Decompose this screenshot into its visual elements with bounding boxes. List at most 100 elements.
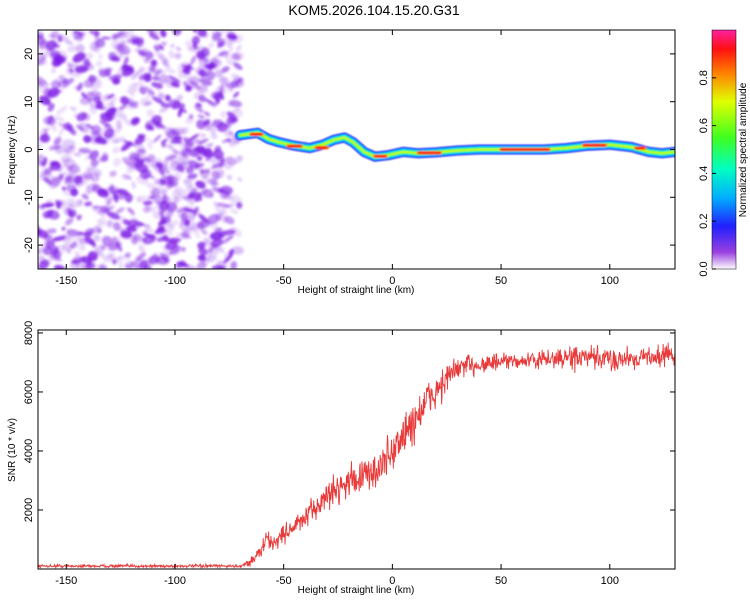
noise-blob [57,33,70,42]
spectrogram-x-tick-label: -150 [55,275,77,287]
noise-blob [197,114,205,119]
noise-blob [188,134,199,142]
noise-blob [220,110,227,119]
noise-blob [124,192,133,203]
noise-blob [167,224,175,232]
noise-blob [198,247,208,256]
noise-blob [153,211,162,219]
noise-blob [38,33,44,40]
noise-blob [104,204,116,214]
noise-blob [50,161,60,166]
noise-blob [117,193,126,200]
noise-blob [208,221,218,228]
noise-blob [123,140,136,147]
noise-blob [155,162,164,169]
noise-blob [72,163,80,170]
noise-blob [184,205,195,215]
noise-blob [73,86,83,90]
noise-blob [222,235,234,244]
noise-blob [99,263,108,269]
noise-blob [128,219,142,230]
noise-blob [184,195,193,202]
noise-blob [199,77,213,86]
noise-blob [227,102,232,107]
noise-blob [209,193,215,199]
noise-blob [131,181,136,189]
noise-blob [236,155,243,162]
noise-blob [215,182,220,187]
noise-blob [78,231,88,236]
noise-blob [134,136,145,145]
noise-blob [98,54,103,60]
noise-blob [112,195,118,201]
noise-blob [157,225,165,233]
noise-blob [88,106,98,115]
noise-blob [93,96,101,104]
noise-blob [169,245,181,255]
noise-blob [227,174,232,181]
noise-blob [207,254,217,263]
noise-blob [116,32,124,41]
noise-blob [226,34,238,39]
noise-blob [107,136,119,144]
noise-blob [228,99,243,108]
colorbar-gradient [711,29,737,270]
noise-blob [73,30,85,36]
spectrogram-x-label: Height of straight line (km) [298,285,415,296]
noise-blob [51,30,59,40]
noise-blob [152,75,160,81]
noise-blob [156,168,164,173]
noise-blob [65,170,77,181]
noise-blob [78,173,90,180]
noise-blob [80,62,95,71]
spectrogram-x-ticks: -150 -100 -50 0 50 100 [55,30,619,287]
noise-blob [38,203,46,210]
noise-blob [200,228,208,235]
noise-blob [113,157,122,167]
noise-blob [106,220,114,228]
snr-x-tick-label: 0 [389,575,395,587]
spectrogram-y-tick-label: 20 [23,48,35,60]
noise-blob [166,181,175,189]
noise-blob [197,241,206,250]
noise-blob [196,140,205,147]
noise-blob [106,211,121,220]
noise-blob [138,244,146,254]
noise-blob [226,138,232,143]
noise-blob [168,99,181,110]
noise-blob [186,173,198,179]
noise-blob [216,122,228,132]
noise-blob [163,165,170,174]
noise-blob [124,161,134,169]
noise-blob [55,105,68,115]
noise-blob [65,40,74,45]
snr-y-tick-label: 8000 [23,321,35,345]
noise-blob [38,161,46,166]
noise-blob [46,228,57,234]
noise-blob [170,237,179,246]
noise-blob [123,117,132,127]
noise-blob [85,262,95,269]
noise-blob [68,77,75,82]
noise-blob [143,224,154,233]
noise-blob [205,98,216,108]
noise-blob [39,95,51,106]
noise-blob [64,145,76,155]
spectrogram-x-tick-label: -50 [276,275,292,287]
noise-blob [119,104,127,110]
noise-blob [205,57,213,68]
noise-blob [94,169,102,177]
noise-blob [218,92,225,100]
snr-x-tick-label: 100 [601,575,619,587]
noise-blob [133,234,147,243]
noise-blob [148,65,156,73]
noise-blob [94,30,100,39]
noise-blob [129,153,141,161]
noise-blob [155,121,163,130]
noise-blob [38,76,47,84]
snr-x-ticks: -150 -100 -50 0 50 100 2000 4000 6000 8000 [23,321,675,587]
noise-blob [197,220,206,230]
noise-blob [115,119,122,129]
noise-blob [206,148,212,155]
